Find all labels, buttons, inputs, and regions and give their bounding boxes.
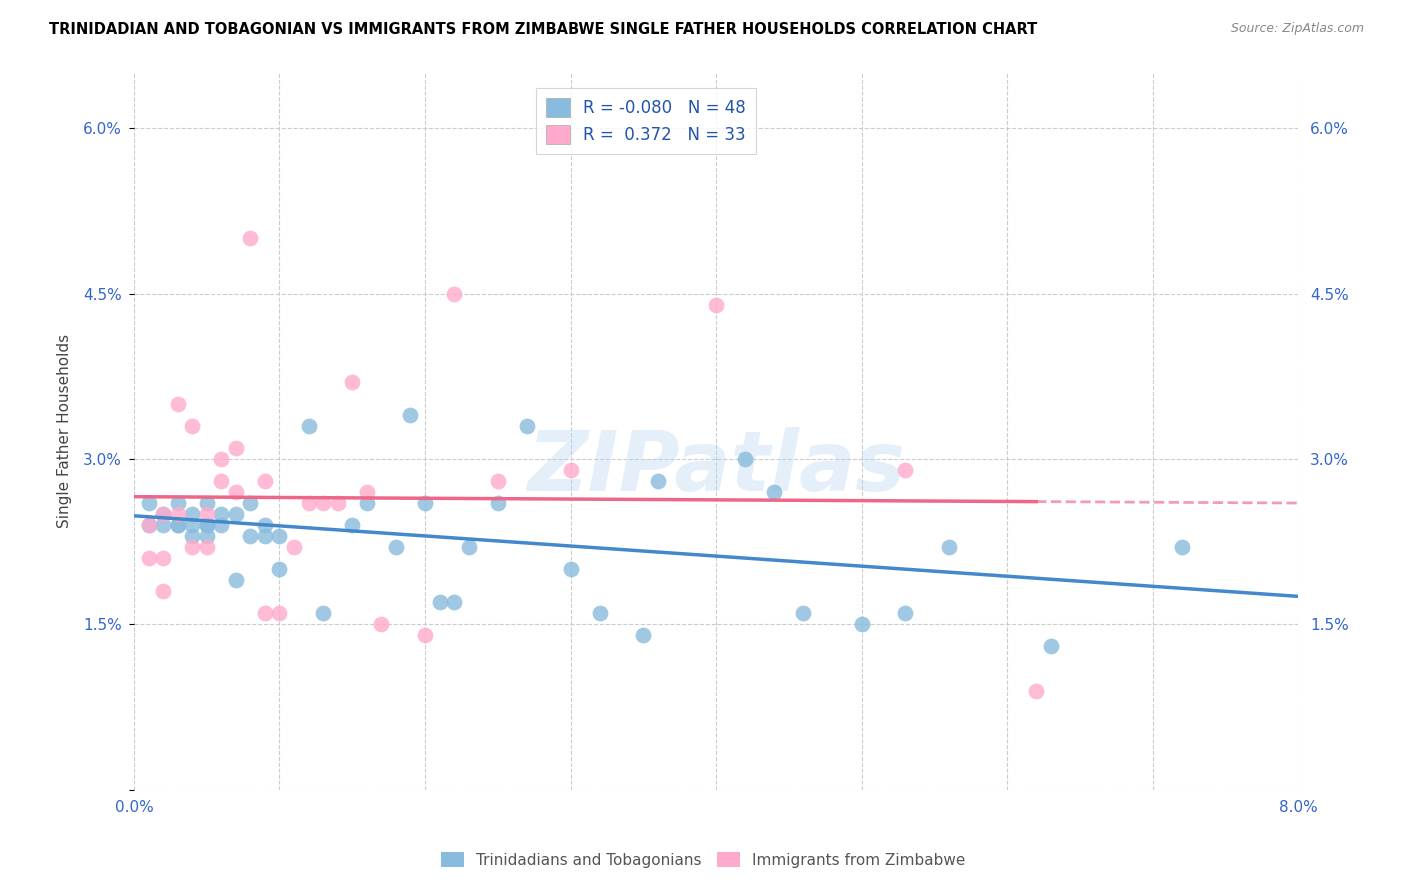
- Point: [239, 231, 262, 245]
- Point: [209, 518, 232, 533]
- Point: [239, 529, 262, 543]
- Point: [342, 375, 364, 389]
- Point: [209, 507, 232, 521]
- Point: [516, 418, 538, 433]
- Point: [225, 441, 247, 455]
- Point: [138, 518, 160, 533]
- Point: [152, 551, 174, 566]
- Point: [195, 496, 218, 510]
- Point: [253, 529, 276, 543]
- Point: [181, 518, 204, 533]
- Point: [443, 595, 465, 609]
- Point: [166, 518, 188, 533]
- Point: [894, 607, 917, 621]
- Point: [152, 507, 174, 521]
- Point: [166, 397, 188, 411]
- Point: [297, 418, 319, 433]
- Point: [195, 518, 218, 533]
- Point: [588, 607, 610, 621]
- Point: [429, 595, 451, 609]
- Point: [894, 463, 917, 477]
- Point: [647, 474, 669, 488]
- Point: [138, 551, 160, 566]
- Point: [253, 607, 276, 621]
- Point: [1170, 540, 1192, 554]
- Point: [312, 496, 335, 510]
- Point: [312, 607, 335, 621]
- Y-axis label: Single Father Households: Single Father Households: [58, 334, 72, 528]
- Point: [560, 562, 582, 576]
- Point: [326, 496, 349, 510]
- Point: [851, 617, 873, 632]
- Point: [356, 485, 378, 500]
- Point: [166, 496, 188, 510]
- Point: [486, 474, 509, 488]
- Point: [152, 507, 174, 521]
- Point: [356, 496, 378, 510]
- Point: [413, 628, 436, 642]
- Point: [239, 496, 262, 510]
- Point: [342, 518, 364, 533]
- Point: [457, 540, 479, 554]
- Point: [297, 496, 319, 510]
- Point: [938, 540, 960, 554]
- Point: [704, 297, 727, 311]
- Text: ZIPatlas: ZIPatlas: [527, 426, 905, 508]
- Point: [633, 628, 655, 642]
- Point: [209, 452, 232, 467]
- Point: [181, 529, 204, 543]
- Legend: Trinidadians and Tobagonians, Immigrants from Zimbabwe: Trinidadians and Tobagonians, Immigrants…: [434, 846, 972, 873]
- Point: [269, 607, 291, 621]
- Point: [560, 463, 582, 477]
- Point: [792, 607, 814, 621]
- Point: [734, 452, 756, 467]
- Point: [443, 286, 465, 301]
- Point: [195, 507, 218, 521]
- Point: [166, 507, 188, 521]
- Point: [181, 540, 204, 554]
- Point: [195, 518, 218, 533]
- Text: Source: ZipAtlas.com: Source: ZipAtlas.com: [1230, 22, 1364, 36]
- Point: [399, 408, 422, 422]
- Point: [253, 474, 276, 488]
- Point: [138, 518, 160, 533]
- Point: [225, 507, 247, 521]
- Point: [385, 540, 408, 554]
- Text: TRINIDADIAN AND TOBAGONIAN VS IMMIGRANTS FROM ZIMBABWE SINGLE FATHER HOUSEHOLDS : TRINIDADIAN AND TOBAGONIAN VS IMMIGRANTS…: [49, 22, 1038, 37]
- Point: [269, 529, 291, 543]
- Point: [1039, 640, 1062, 654]
- Point: [181, 418, 204, 433]
- Point: [138, 496, 160, 510]
- Point: [195, 529, 218, 543]
- Legend: R = -0.080   N = 48, R =  0.372   N = 33: R = -0.080 N = 48, R = 0.372 N = 33: [537, 88, 756, 154]
- Point: [253, 518, 276, 533]
- Point: [413, 496, 436, 510]
- Point: [225, 574, 247, 588]
- Point: [1025, 683, 1047, 698]
- Point: [166, 518, 188, 533]
- Point: [225, 485, 247, 500]
- Point: [763, 485, 786, 500]
- Point: [486, 496, 509, 510]
- Point: [283, 540, 305, 554]
- Point: [209, 474, 232, 488]
- Point: [181, 507, 204, 521]
- Point: [152, 518, 174, 533]
- Point: [370, 617, 392, 632]
- Point: [269, 562, 291, 576]
- Point: [195, 540, 218, 554]
- Point: [152, 584, 174, 599]
